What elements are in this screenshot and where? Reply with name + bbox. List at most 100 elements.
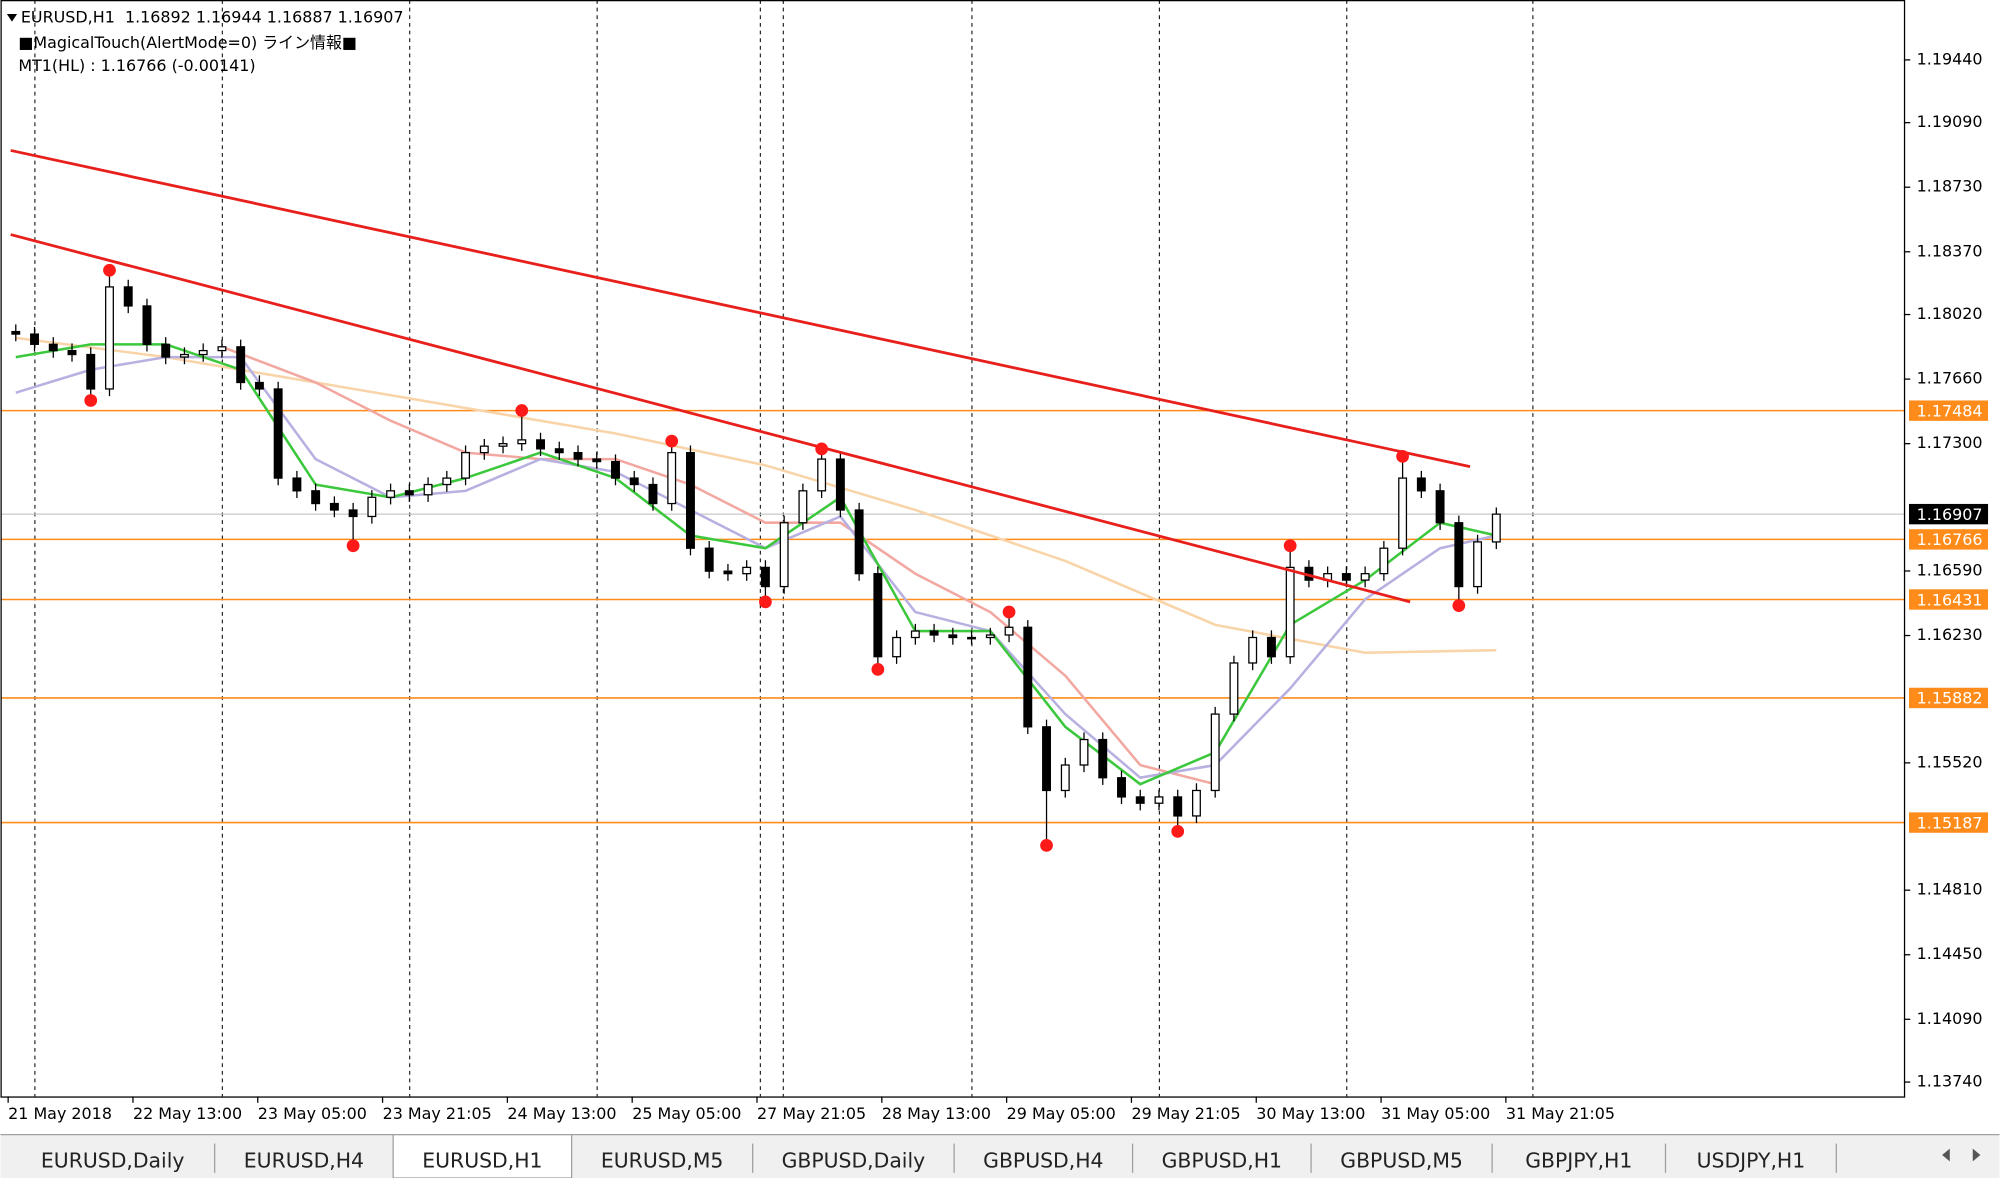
candle-body <box>873 573 883 658</box>
y-tick-label: 1.14090 <box>1917 1009 1983 1028</box>
x-tick-label: 23 May 21:05 <box>383 1104 492 1123</box>
x-tick-label: 27 May 21:05 <box>757 1104 866 1123</box>
candle-body <box>1173 796 1183 817</box>
swing-high <box>815 442 829 456</box>
candle-body <box>11 330 21 335</box>
moving-average <box>15 336 1497 655</box>
candle-body <box>1360 573 1370 581</box>
trendline <box>10 149 1471 468</box>
candle-body <box>423 483 433 496</box>
candle-body <box>217 346 227 352</box>
candle-body <box>1229 662 1239 715</box>
candle-body <box>1135 796 1145 804</box>
swing-low <box>759 595 772 609</box>
tab[interactable]: USDJPY,H1 <box>1697 1143 1837 1173</box>
tab-label[interactable]: GBPUSD,H4 <box>983 1148 1103 1172</box>
y-tick-label: 1.16230 <box>1917 625 1983 644</box>
tab-label[interactable]: EURUSD,H4 <box>244 1148 364 1172</box>
candle-body <box>1210 713 1220 792</box>
tab-label[interactable]: GBPUSD,M5 <box>1340 1148 1463 1172</box>
candle-body <box>517 439 527 445</box>
tab-label[interactable]: EURUSD,Daily <box>41 1148 185 1172</box>
tab[interactable]: GBPUSD,Daily <box>782 1143 955 1173</box>
tab[interactable]: GBPUSD,M5 <box>1340 1143 1493 1173</box>
tabs: EURUSD,Daily EURUSD,H4 EURUSD,H1 EURUSD,M5 G… <box>41 1134 1837 1178</box>
tab-label[interactable]: EURUSD,H1 <box>422 1148 542 1172</box>
candle-body <box>30 333 39 345</box>
tab-label[interactable]: GBPUSD,H1 <box>1162 1148 1282 1172</box>
menu-arrow[interactable] <box>6 14 18 22</box>
candle-body <box>86 353 96 390</box>
candle-body <box>967 636 977 640</box>
candle-body <box>273 388 283 479</box>
candle-body <box>254 381 264 390</box>
level-label: 1.16431 <box>1917 590 1983 609</box>
swing-high <box>103 263 116 277</box>
candle-body <box>461 451 471 479</box>
candle-body <box>1042 726 1051 792</box>
tab[interactable]: EURUSD,Daily <box>41 1143 216 1173</box>
tab-label[interactable]: EURUSD,M5 <box>601 1148 723 1172</box>
tab-bar <box>0 1134 2000 1178</box>
moving-average <box>15 343 1497 786</box>
candle-body <box>779 522 789 588</box>
candle-body <box>835 458 845 511</box>
tab-active-bg <box>392 1134 573 1178</box>
candle-body <box>685 451 695 549</box>
candle-body <box>742 566 752 575</box>
candle-body <box>179 353 189 358</box>
candle-body <box>1117 777 1126 798</box>
level-label: 1.15187 <box>1917 813 1983 832</box>
candle-body <box>948 634 958 639</box>
candle-body <box>1285 566 1295 658</box>
candle-body <box>854 509 864 575</box>
candle-body <box>1266 636 1276 658</box>
y-tick-label: 1.18730 <box>1917 177 1983 196</box>
y-tick-label: 1.14450 <box>1917 944 1983 963</box>
candle-body <box>292 477 302 492</box>
candle-body <box>1248 636 1258 664</box>
level-label-bg <box>1908 687 1989 709</box>
indicator-value: MT1(HL) : 1.16766 (-0.00141) <box>18 56 255 75</box>
candle-body <box>348 509 358 518</box>
y-tick-label: 1.14810 <box>1917 880 1983 899</box>
scroll-left[interactable] <box>1942 1148 1950 1162</box>
candle-body <box>105 286 114 390</box>
tab-label[interactable]: GBPUSD,Daily <box>782 1148 926 1172</box>
x-tick-label: 21 May 2018 <box>8 1104 112 1123</box>
candle-body <box>1379 547 1389 575</box>
swing-high <box>1002 605 1016 619</box>
candle-body <box>1435 490 1445 524</box>
candle-body <box>48 343 58 352</box>
time-axis: 21 May 2018 22 May 13:00 23 May 05:00 23 Ma… <box>7 1096 1615 1123</box>
x-tick-label: 31 May 21:05 <box>1506 1104 1615 1123</box>
candle-body <box>142 305 152 345</box>
tab-label[interactable]: GBPJPY,H1 <box>1525 1148 1632 1172</box>
candle-body <box>760 566 770 588</box>
tab[interactable]: GBPJPY,H1 <box>1525 1143 1667 1173</box>
swing-low <box>871 663 885 676</box>
tab[interactable]: EURUSD,M5 <box>601 1143 754 1173</box>
x-tick-label: 22 May 13:00 <box>133 1104 242 1123</box>
current-price-label: 1.16907 <box>1917 505 1983 524</box>
candle-body <box>629 477 639 486</box>
candle-body <box>985 634 995 639</box>
candle-body <box>1079 738 1089 766</box>
candle-body <box>611 460 620 479</box>
plot-border <box>0 0 1906 1098</box>
price-axis: 1.19440 1.19090 1.18730 1.18370 1.18020 1.176… <box>1903 49 1989 1091</box>
candle-body <box>929 630 939 636</box>
tab[interactable]: GBPUSD,H1 <box>1162 1143 1312 1173</box>
tab[interactable]: GBPUSD,H4 <box>983 1143 1134 1173</box>
tab-label[interactable]: USDJPY,H1 <box>1697 1148 1806 1172</box>
candle-body <box>723 570 733 575</box>
level-label-bg <box>1908 589 1989 610</box>
candle-body <box>1023 626 1033 728</box>
swing-high <box>515 404 529 417</box>
x-tick-label: 24 May 13:00 <box>507 1104 616 1123</box>
scroll-right[interactable] <box>1972 1148 1981 1162</box>
tab[interactable]: EURUSD,H1 <box>392 1134 573 1178</box>
x-tick-label: 28 May 13:00 <box>882 1104 991 1123</box>
